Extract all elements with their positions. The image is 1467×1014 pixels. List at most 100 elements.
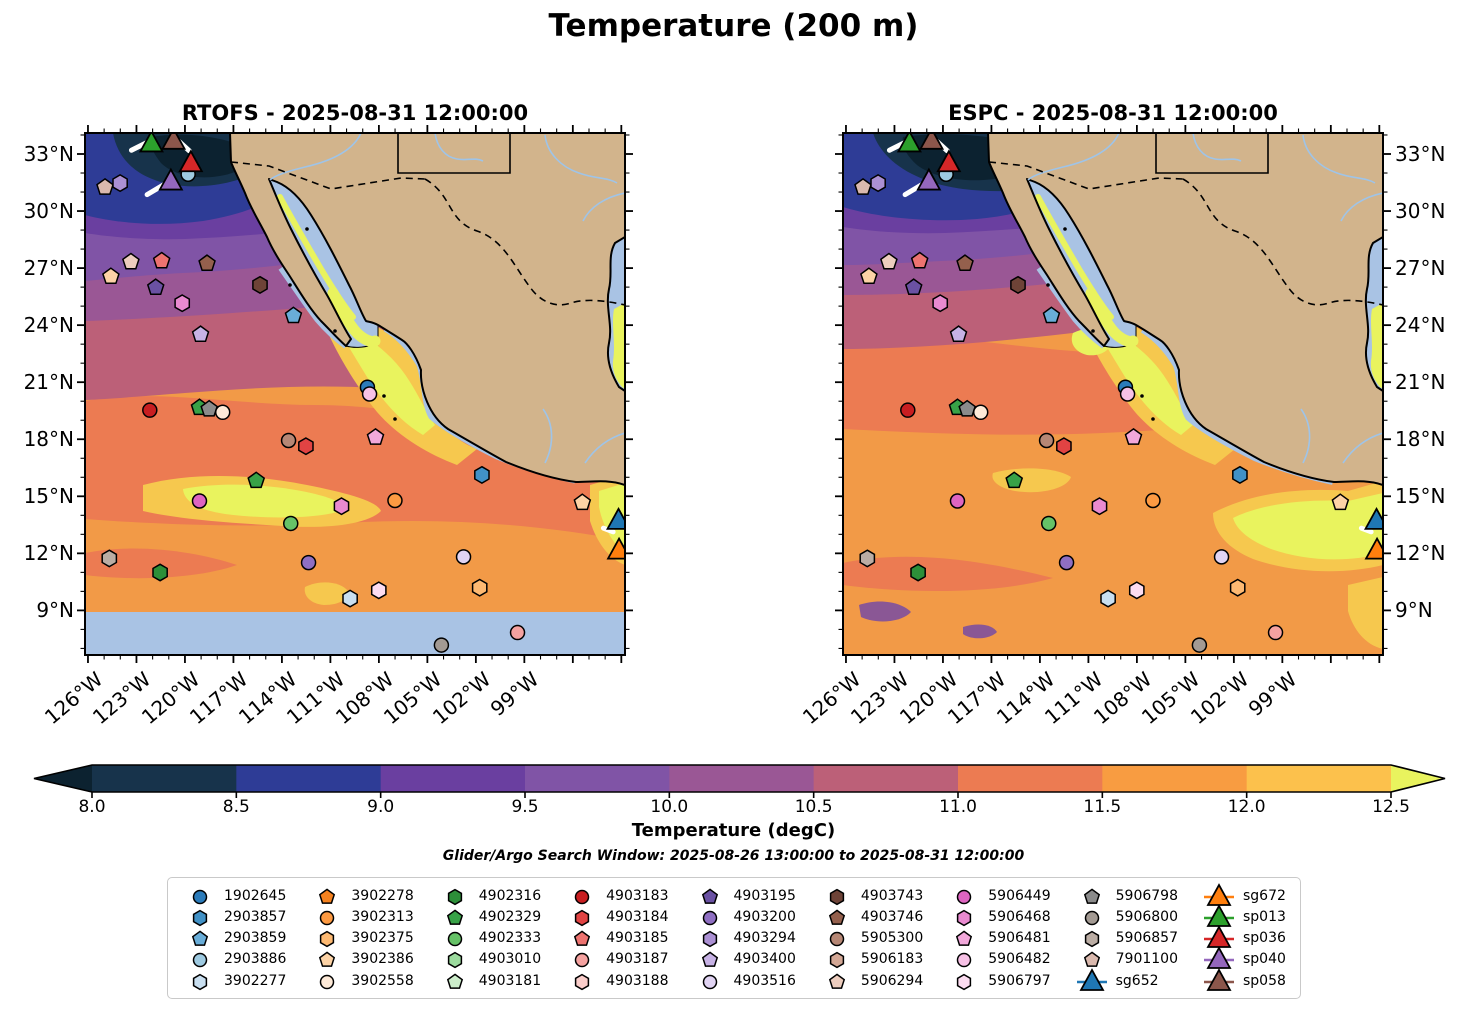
y-tick-label: 21°N [1395,370,1446,395]
glider-track [600,525,616,535]
legend-marker-p [446,972,463,989]
float-marker [880,252,898,270]
float-marker [829,888,845,905]
land [229,133,625,486]
legend-item: sp036 [1201,925,1286,949]
legend-marker-p [701,951,718,968]
legend-marker-c [320,974,335,989]
float-marker [896,133,922,153]
glider-track [1358,525,1374,535]
float-marker [574,930,591,946]
legend-marker-c [574,889,590,904]
float-marker [252,275,268,294]
legend-column: 4903195 4903200 4903294 4903400 4903516 [692,885,796,991]
float-marker [161,133,187,150]
y-tick-label: 30°N [1395,199,1446,224]
legend-label: 4903181 [478,972,542,989]
legend-label: 5906482 [988,951,1051,968]
float-marker [900,402,916,418]
legend-label: 3902278 [351,887,414,904]
legend-marker-t [1204,946,1234,970]
legend-label: sp058 [1243,972,1286,989]
float-marker [1084,910,1099,925]
y-tick-label: 18°N [23,427,74,452]
land [987,133,1383,486]
river [1342,432,1383,464]
float-marker [1331,493,1350,511]
float-marker [1056,437,1072,456]
legend-label: 5906800 [1115,908,1178,925]
legend-marker-c [192,953,208,968]
legend-label: 1902645 [224,887,287,904]
legend-item: 5906481 [946,928,1051,949]
legend-item: 4903516 [692,970,796,991]
legend-label: sg652 [1115,972,1159,989]
legend-label: 4903743 [860,887,924,904]
float-marker [702,910,717,925]
legend-marker-h [320,930,335,948]
legend-marker-h [829,951,845,969]
legend-item: 1902645 [182,885,286,906]
legend-item: 4903183 [564,885,668,906]
float-marker [333,497,350,516]
float-marker [1206,903,1232,927]
float-marker [174,294,191,313]
float-marker [191,325,210,343]
legend-label: 5906449 [988,887,1051,904]
legend-column: 5906449 5906468 5906481 5906482 5906797 [946,885,1051,991]
float-marker [919,133,945,150]
legend-label: 5906183 [860,951,924,968]
float-marker [904,278,923,296]
legend-marker-t [1076,967,1107,991]
float-marker [860,267,878,285]
float-marker [949,493,966,509]
legend-marker-h [957,909,972,927]
legend-marker-t [1204,967,1234,991]
float-marker [191,493,208,509]
float-marker [446,909,463,925]
colorbar-tick-label: 9.5 [511,797,539,817]
border-dashed [424,178,625,306]
legend-marker-c [320,910,335,925]
legend-item: 4903746 [819,906,923,927]
colorbar-label: Temperature (degC) [631,820,836,841]
float-marker [361,386,378,402]
legend-item: sg652 [1074,967,1178,991]
legend-item: 5906797 [946,970,1051,991]
colorbar-tick-label: 11.0 [939,797,977,817]
legend-marker-p [319,887,336,904]
float-marker [701,887,718,904]
y-tick-label: 30°N [23,199,74,224]
legend-label: 3902313 [351,908,414,925]
legend-item: sp013 [1201,903,1286,927]
legend-item: 4903400 [692,949,796,970]
float-marker [447,888,462,905]
float-marker [282,515,299,532]
legend-marker-t [1204,925,1234,948]
float-marker [1083,951,1100,968]
float-marker [192,889,208,904]
legend-marker-p [446,909,463,925]
legend-label: 4903010 [478,951,542,968]
legend-label: 4903185 [606,930,669,946]
legend-column: 3902278 3902313 3902375 3902386 3902558 [309,885,414,991]
legend: 1902645 2903857 2903859 2903886 3902277 39022… [167,877,1301,999]
legend-item: 5906482 [946,949,1051,970]
missing-data-band [85,612,625,655]
river [269,133,362,181]
float-marker [1042,306,1061,324]
legend-label: sp013 [1243,908,1286,925]
float-marker [1145,492,1161,509]
legend-marker-p [828,909,845,925]
float-marker [910,251,929,269]
float-marker [509,624,526,641]
legend-item: 3902386 [309,949,414,970]
y-tick-label: 27°N [23,256,74,281]
float-marker [910,563,926,582]
colorbar-tick-label: 10.5 [794,797,833,817]
legend-marker-p [1083,887,1100,904]
float-marker [574,909,590,927]
legend-label: 5906294 [860,972,924,989]
legend-marker-c [1084,910,1099,925]
float-marker [387,492,403,509]
